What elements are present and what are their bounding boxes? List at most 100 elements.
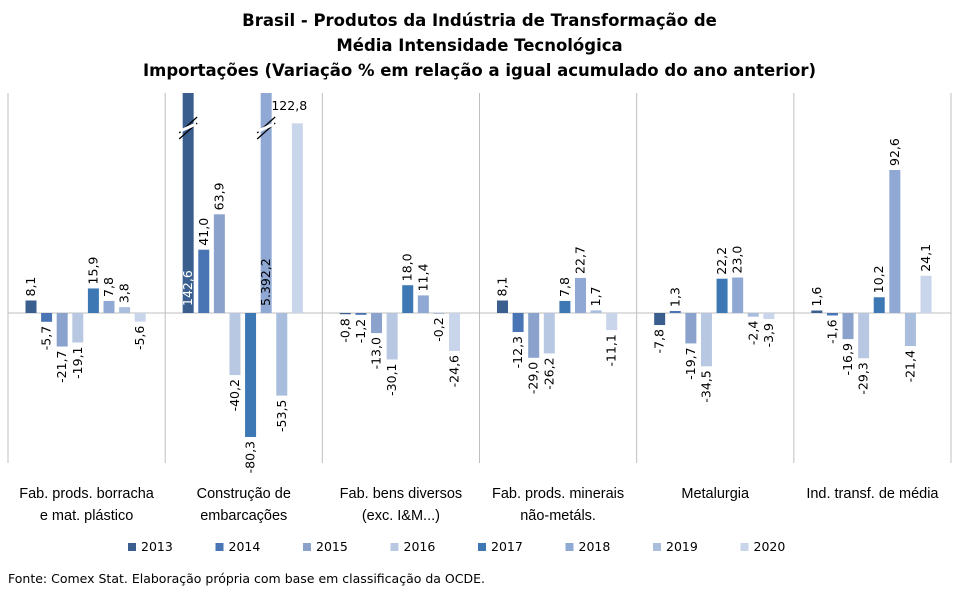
category-label: Fab. bens diversos [340, 486, 463, 502]
data-label: -30,1 [384, 363, 399, 395]
data-label: -0,8 [337, 318, 352, 342]
bar [858, 313, 870, 359]
bar [245, 313, 257, 437]
category-label: Metalurgia [681, 486, 750, 502]
data-label: 23,0 [730, 246, 745, 274]
data-label: 22,7 [573, 246, 588, 274]
bar [575, 277, 586, 313]
bar [198, 249, 210, 313]
bar [25, 300, 37, 313]
data-label: -19,1 [70, 346, 85, 378]
category-label: Fab. prods. borracha [19, 486, 155, 502]
data-label: -29,3 [856, 362, 871, 394]
data-label: 11,4 [415, 264, 430, 292]
chart-title-line-2: Média Intensidade Tecnológica [336, 36, 623, 55]
bar [763, 313, 775, 320]
data-label: -7,8 [652, 329, 667, 353]
bar [386, 313, 398, 360]
bar [685, 313, 697, 344]
legend-swatch [128, 543, 136, 551]
bar [559, 300, 571, 313]
bar [402, 285, 414, 313]
legend-label: 2016 [404, 539, 436, 554]
legend-swatch [303, 543, 311, 551]
bar [716, 278, 728, 313]
bar [904, 313, 916, 347]
bar [134, 313, 146, 322]
data-label: -5,6 [132, 326, 147, 350]
bar [371, 313, 383, 334]
data-label: 15,9 [85, 257, 100, 285]
bar [811, 310, 823, 313]
category-label: não-metáls. [520, 508, 596, 524]
legend-label: 2019 [666, 539, 698, 554]
legend-swatch [390, 543, 399, 551]
legend-swatch [653, 543, 661, 551]
bar [41, 313, 53, 322]
data-label: -29,0 [526, 362, 541, 394]
bar [590, 310, 602, 313]
data-label: 122,8 [271, 98, 307, 113]
legend-swatch [740, 543, 749, 551]
legend-label: 2013 [141, 539, 173, 554]
legend-label: 2020 [754, 539, 786, 554]
data-label: 5.392,2 [258, 258, 273, 306]
data-label: -21,7 [54, 351, 69, 383]
legend-swatch [565, 543, 574, 551]
category-label: Ind. transf. de média [806, 486, 939, 502]
data-label: -21,4 [902, 350, 917, 382]
data-label: -5,7 [39, 326, 54, 350]
bar [842, 313, 854, 340]
legend-label: 2014 [229, 539, 261, 554]
bar [260, 93, 272, 313]
bar [512, 313, 524, 332]
data-label: 1,3 [667, 287, 682, 307]
bar [103, 300, 115, 313]
data-label: -13,0 [369, 337, 384, 369]
category-label: e mat. plástico [40, 508, 134, 524]
bar [732, 277, 744, 313]
bar [700, 313, 712, 367]
data-label: -1,2 [353, 319, 368, 343]
bar [87, 288, 99, 313]
data-label: -11,1 [604, 334, 619, 366]
data-label: 63,9 [211, 182, 226, 210]
data-label: -1,6 [824, 319, 839, 343]
bar [229, 313, 241, 376]
bar [56, 313, 68, 347]
data-label: 18,0 [400, 253, 415, 281]
chart-title: Brasil - Produtos da Indústria de Transf… [0, 8, 959, 83]
data-label: -24,6 [447, 355, 462, 387]
data-label: -80,3 [243, 441, 258, 473]
data-label: 8,1 [23, 277, 38, 297]
bar [747, 313, 759, 317]
data-label: 7,8 [101, 277, 116, 297]
legend-label: 2017 [491, 539, 523, 554]
bar [291, 123, 303, 313]
bar [72, 313, 84, 343]
bar [669, 310, 681, 313]
bar [276, 313, 288, 396]
data-label: 92,6 [887, 138, 902, 166]
axis-break-gap [257, 122, 275, 133]
bar [339, 313, 351, 315]
category-label: Construção de [197, 486, 291, 502]
bar [497, 300, 508, 313]
bar [417, 295, 429, 313]
bar [528, 313, 540, 358]
data-label: 22,2 [714, 247, 729, 275]
data-label: 3,8 [117, 283, 132, 303]
data-label: -3,9 [761, 323, 776, 347]
bar [355, 313, 367, 315]
legend-swatch [215, 543, 224, 551]
legend-label: 2015 [316, 539, 348, 554]
data-label: 24,1 [918, 244, 933, 272]
bar [654, 313, 666, 326]
category-label: Fab. prods. minerais [492, 486, 624, 502]
bar [543, 313, 555, 354]
data-label: -16,9 [840, 343, 855, 375]
bar [920, 275, 932, 313]
bar [119, 307, 131, 313]
data-label: 41,0 [196, 218, 211, 246]
chart-title-line-1: Brasil - Produtos da Indústria de Transf… [242, 11, 717, 30]
